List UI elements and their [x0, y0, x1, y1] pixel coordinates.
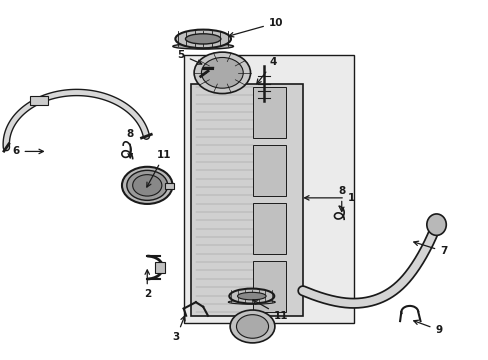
- Bar: [183, 55, 353, 323]
- Text: 2: 2: [143, 270, 151, 299]
- Ellipse shape: [175, 30, 230, 48]
- Text: 8: 8: [126, 129, 134, 158]
- Bar: [252, 203, 285, 254]
- Bar: [252, 145, 285, 196]
- Text: 7: 7: [413, 241, 447, 256]
- Bar: [252, 87, 285, 138]
- Bar: [30, 96, 48, 105]
- Ellipse shape: [228, 300, 275, 304]
- Circle shape: [122, 167, 172, 204]
- Ellipse shape: [185, 34, 221, 44]
- Text: 10: 10: [228, 18, 283, 37]
- Text: 6: 6: [12, 147, 43, 157]
- Circle shape: [236, 315, 268, 338]
- Text: 4: 4: [256, 57, 277, 84]
- Bar: [165, 183, 174, 189]
- Text: 3: 3: [172, 316, 185, 342]
- Bar: [155, 262, 164, 273]
- Circle shape: [126, 170, 167, 201]
- Ellipse shape: [237, 292, 265, 300]
- Text: 9: 9: [413, 320, 442, 335]
- Ellipse shape: [426, 214, 446, 235]
- Circle shape: [201, 58, 243, 88]
- Circle shape: [132, 175, 162, 196]
- Bar: [191, 84, 302, 316]
- Ellipse shape: [229, 289, 274, 303]
- Text: 1: 1: [304, 193, 354, 203]
- Text: 11: 11: [146, 150, 171, 187]
- Bar: [252, 261, 285, 312]
- Circle shape: [230, 310, 274, 343]
- Circle shape: [194, 52, 250, 94]
- Text: 11: 11: [252, 300, 287, 321]
- Text: 8: 8: [337, 186, 345, 212]
- Ellipse shape: [172, 44, 233, 49]
- Text: 5: 5: [177, 50, 202, 64]
